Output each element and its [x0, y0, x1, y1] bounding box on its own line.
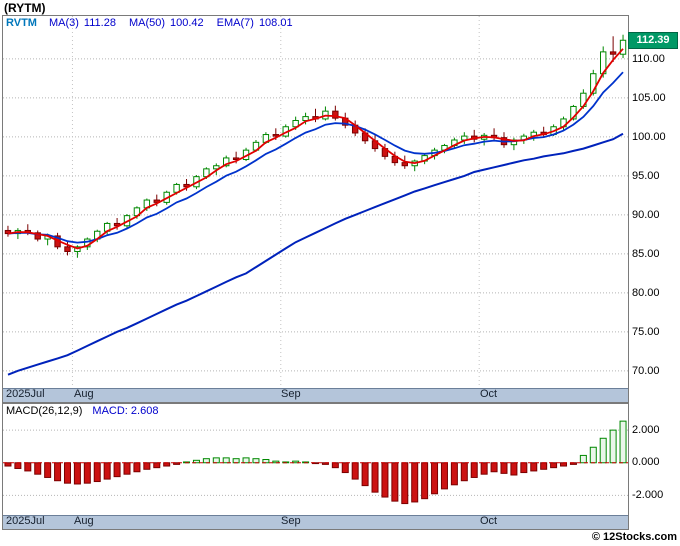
- price-tick: 75.00: [632, 326, 660, 338]
- month-label-jul: 2025Jul: [6, 388, 45, 400]
- month-label-sep: Sep: [281, 515, 301, 527]
- month-label-sep: Sep: [281, 388, 301, 400]
- price-tick: 110.00: [632, 53, 665, 65]
- credit-link[interactable]: © 12Stocks.com: [591, 531, 677, 543]
- month-label-jul: 2025Jul: [6, 515, 45, 527]
- last-price-value: 112.39: [636, 34, 670, 47]
- price-axis-column: 112.39 110.00 105.00 100.00 95.00 90.00 …: [628, 0, 680, 546]
- ma50-label: MA(50): [128, 17, 165, 29]
- ema7-value: 108.01: [258, 17, 293, 29]
- month-label-oct: Oct: [480, 388, 498, 400]
- page-title: (RYTM): [4, 1, 46, 15]
- price-tick: 80.00: [632, 287, 660, 299]
- price-tick: 90.00: [632, 209, 660, 221]
- ma50-value: 100.42: [170, 17, 204, 29]
- ma3-label: MA(3): [48, 17, 79, 29]
- macd-tick: 0.000: [632, 456, 660, 468]
- last-price-box: 112.39: [628, 32, 678, 50]
- macd-label: MACD(26,12,9): [6, 405, 83, 417]
- macd-value: MACD: 2.608: [92, 405, 159, 417]
- x-axis-months-top: 2025Jul Aug Sep Oct: [3, 388, 628, 402]
- month-label-aug: Aug: [74, 388, 94, 400]
- price-chart-legend: RVTM MA(3) 111.28 MA(50) 100.42 EMA(7) 108.01: [6, 17, 306, 29]
- price-tick: 85.00: [632, 248, 660, 260]
- macd-tick: -2.000: [632, 489, 664, 501]
- ticker-symbol: RVTM: [6, 17, 37, 29]
- month-label-aug: Aug: [74, 515, 94, 527]
- ema7-label: EMA(7): [216, 17, 254, 29]
- price-tick: 105.00: [632, 92, 666, 104]
- macd-legend: MACD(26,12,9) MACD: 2.608: [6, 405, 158, 417]
- price-tick: 95.00: [632, 170, 660, 182]
- candlestick-chart: [3, 16, 628, 388]
- month-label-oct: Oct: [480, 515, 498, 527]
- macd-histogram: [3, 404, 628, 515]
- price-chart-panel: RVTM MA(3) 111.28 MA(50) 100.42 EMA(7) 108.01 …: [2, 15, 629, 403]
- price-tick: 70.00: [632, 365, 660, 377]
- price-tick: 100.00: [632, 131, 666, 143]
- x-axis-months-bottom: 2025Jul Aug Sep Oct: [3, 515, 628, 529]
- ma3-value: 111.28: [83, 17, 116, 29]
- macd-panel: MACD(26,12,9) MACD: 2.608 2025Jul Aug Sep…: [2, 403, 629, 530]
- macd-tick: 2.000: [632, 424, 660, 436]
